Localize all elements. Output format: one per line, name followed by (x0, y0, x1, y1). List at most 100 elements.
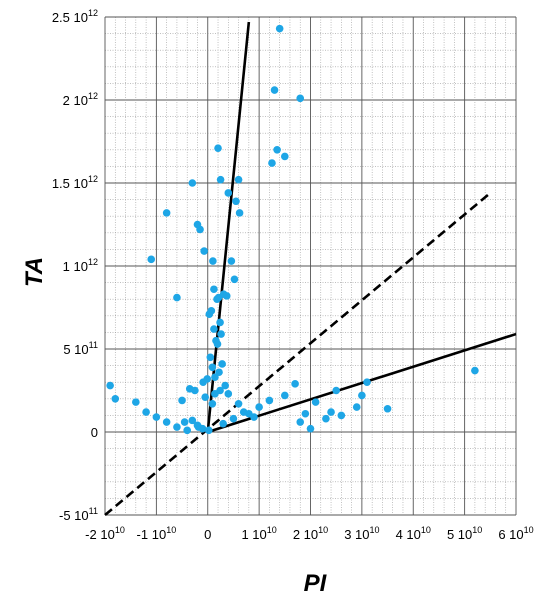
data-point (234, 175, 243, 184)
data-point (327, 408, 335, 416)
data-point (211, 390, 219, 398)
data-point (183, 426, 191, 435)
data-point (268, 159, 276, 167)
data-point (178, 396, 186, 405)
data-point (270, 86, 279, 94)
x-tick-label: -2 1010 (85, 525, 125, 542)
y-tick-label: -5 1011 (59, 506, 98, 523)
data-point (111, 395, 120, 403)
data-point (221, 381, 230, 390)
data-point (152, 413, 161, 421)
data-point (206, 353, 215, 362)
data-point (250, 413, 258, 421)
data-point (232, 197, 240, 206)
y-tick-label: 5 1011 (63, 340, 98, 357)
data-point (234, 399, 243, 408)
x-tick-label: 6 1010 (498, 525, 533, 542)
data-point (208, 363, 217, 372)
data-point (296, 418, 305, 426)
data-point (227, 257, 236, 265)
data-point (383, 404, 392, 413)
data-point (471, 366, 479, 375)
data-point (311, 398, 320, 406)
data-point (185, 385, 194, 393)
x-tick-label: 0 (204, 527, 211, 542)
dashed-reference-line (104, 191, 492, 516)
data-point (219, 419, 227, 428)
data-point (222, 292, 231, 300)
data-point (215, 368, 223, 377)
data-point (217, 330, 225, 338)
data-point (322, 414, 330, 423)
y-tick-label: 2 1012 (63, 91, 98, 108)
data-point (352, 403, 361, 411)
data-point (239, 408, 248, 416)
data-point (199, 378, 207, 387)
data-point (213, 340, 222, 348)
data-point (337, 411, 346, 420)
data-point (255, 403, 263, 411)
reference-lines (104, 21, 517, 516)
data-point (142, 408, 150, 416)
data-point (363, 378, 371, 387)
data-point (275, 24, 284, 33)
data-point (306, 424, 315, 433)
data-point (208, 399, 217, 408)
data-point (235, 209, 244, 217)
data-point (188, 179, 197, 187)
data-point (291, 380, 299, 388)
data-point (180, 418, 189, 426)
y-tick-label: 2.5 1012 (52, 8, 98, 25)
x-tick-label: -1 1010 (137, 525, 177, 542)
data-point (173, 293, 181, 302)
data-point (229, 414, 238, 423)
x-tick-label: 3 1010 (344, 525, 379, 542)
solid-reference-line-3 (207, 332, 517, 434)
x-axis-title: PI (304, 570, 328, 597)
data-point (216, 318, 224, 327)
solid-reference-line-1 (206, 21, 251, 433)
data-point (188, 416, 197, 425)
data-points (106, 24, 479, 435)
data-point (301, 409, 310, 418)
data-point (106, 381, 114, 390)
data-point (281, 152, 289, 161)
data-point (204, 426, 213, 435)
x-tick-label: 1 1010 (241, 525, 276, 542)
y-tick-label: 1.5 1012 (52, 174, 98, 191)
data-point (216, 175, 225, 184)
data-point (273, 146, 281, 154)
data-point (265, 396, 274, 405)
data-point (209, 257, 217, 265)
data-point (224, 390, 233, 398)
data-point (193, 220, 202, 229)
data-point (200, 247, 208, 255)
data-point (162, 209, 171, 217)
data-point (296, 94, 305, 103)
data-point (147, 255, 156, 264)
data-point (281, 391, 289, 400)
x-tick-label: 4 1010 (396, 525, 431, 542)
y-tick-labels: 2.5 1012 2 1012 1.5 1012 1 1012 5 1011 0 -5 10… (52, 8, 98, 523)
data-point (224, 189, 233, 197)
y-axis-title: TA (21, 257, 48, 287)
data-point (207, 307, 216, 315)
x-tick-labels: -2 1010 -1 1010 0 1 1010 2 1010 3 1010 4 1010 5… (85, 525, 533, 542)
data-point (132, 398, 140, 406)
y-tick-label: 1 1012 (63, 257, 98, 274)
data-point (230, 275, 239, 284)
data-point (218, 360, 226, 368)
data-point (214, 144, 222, 152)
major-grid (104, 16, 517, 516)
x-tick-label: 2 1010 (293, 525, 328, 542)
data-point (194, 423, 203, 431)
data-point (332, 386, 340, 395)
x-tick-label: 5 1010 (447, 525, 482, 542)
data-point (173, 423, 181, 431)
data-point (201, 393, 209, 401)
data-point (210, 325, 218, 333)
data-point (210, 285, 218, 294)
data-point (358, 391, 366, 400)
data-point (162, 418, 171, 426)
